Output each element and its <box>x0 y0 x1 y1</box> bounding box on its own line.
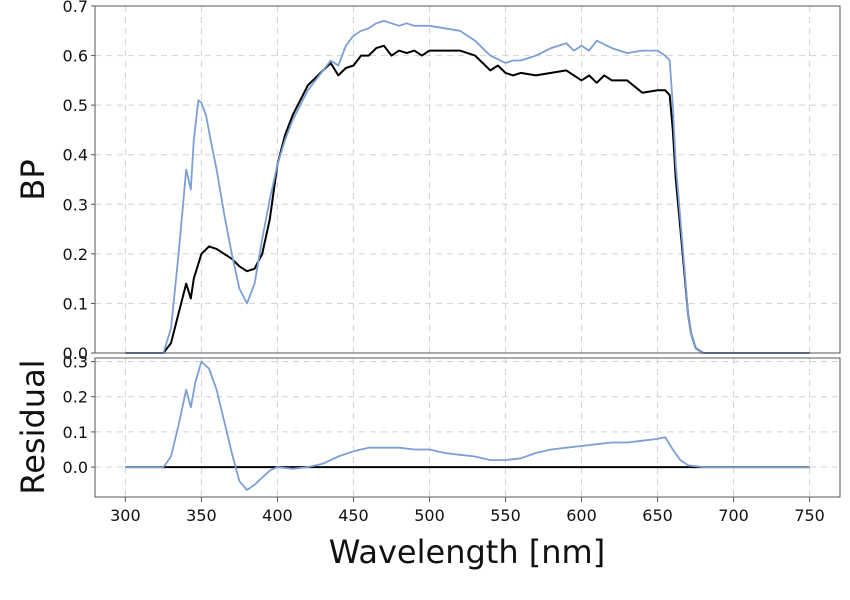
residual-axis-title: Residual <box>14 359 52 494</box>
x-tick-label: 500 <box>414 506 445 525</box>
x-tick-label: 550 <box>490 506 521 525</box>
blue-series-line <box>125 19 810 354</box>
y-tick-label: 0.7 <box>63 0 88 16</box>
x-tick-label: 400 <box>262 506 293 525</box>
y-tick-label: 0.1 <box>63 423 88 442</box>
wavelength-axis-title: Wavelength [nm] <box>329 533 605 571</box>
y-tick-label: 0.2 <box>63 245 88 264</box>
x-tick-label: 300 <box>110 506 141 525</box>
x-tick-label: 750 <box>794 506 825 525</box>
x-tick-label: 700 <box>718 506 749 525</box>
bp-panel: 0.0 0.1 0.2 0.3 0.4 0.5 0.6 0.7 <box>63 0 841 363</box>
x-tick-label: 450 <box>338 506 369 525</box>
y-tick-label: 0.1 <box>63 294 88 313</box>
plot-frame <box>94 357 841 498</box>
y-tick-label: 0.0 <box>63 458 88 477</box>
y-tick-label: 0.3 <box>63 195 88 214</box>
x-tick-label: 350 <box>186 506 217 525</box>
x-tick-label: 650 <box>642 506 673 525</box>
residual-panel: 0.0 0.1 0.2 0.3 300 350 400 450 500 550 600 650 700 7… <box>63 353 841 525</box>
black-series-line <box>125 44 810 354</box>
bp-axis-title: BP <box>14 159 52 200</box>
y-tick-label: 0.2 <box>63 388 88 407</box>
y-tick-label: 0.6 <box>63 47 88 66</box>
x-tick-label: 600 <box>566 506 597 525</box>
y-tick-label: 0.4 <box>63 146 88 165</box>
y-tick-label: 0.0 <box>63 344 88 363</box>
y-tick-label: 0.3 <box>63 353 88 372</box>
y-tick-label: 0.5 <box>63 96 88 115</box>
plot-frame <box>94 5 841 354</box>
blue-series-line <box>125 360 810 491</box>
